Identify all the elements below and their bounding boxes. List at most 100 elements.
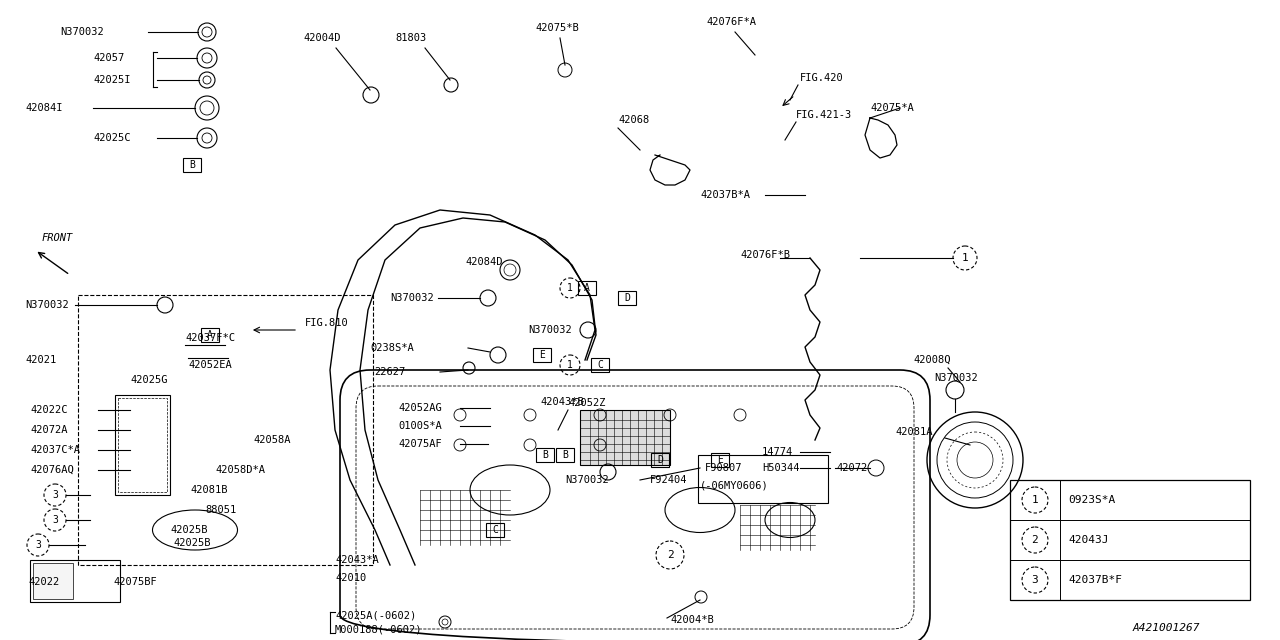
Bar <box>118 398 166 492</box>
Text: 42075BF: 42075BF <box>113 577 156 587</box>
Text: 42058D*A: 42058D*A <box>215 465 265 475</box>
Text: 42052Z: 42052Z <box>568 398 605 408</box>
Text: E: E <box>539 350 545 360</box>
Text: 81803: 81803 <box>396 33 426 43</box>
Bar <box>201 328 219 342</box>
Text: 42043J: 42043J <box>1068 535 1108 545</box>
Text: 42022C: 42022C <box>29 405 68 415</box>
Text: 42043*A: 42043*A <box>335 555 379 565</box>
Text: 42068: 42068 <box>618 115 649 125</box>
Text: 42022: 42022 <box>28 577 59 587</box>
Bar <box>652 453 669 467</box>
Text: FIG.420: FIG.420 <box>800 73 844 83</box>
Text: H50344: H50344 <box>762 463 800 473</box>
Text: B: B <box>562 450 568 460</box>
Text: N370032: N370032 <box>390 293 434 303</box>
Text: 1: 1 <box>961 253 969 263</box>
Text: 42004*B: 42004*B <box>669 615 714 625</box>
Bar <box>183 158 201 172</box>
Text: 42075*A: 42075*A <box>870 103 914 113</box>
Text: 42076F*A: 42076F*A <box>707 17 756 27</box>
Text: N370032: N370032 <box>934 373 978 383</box>
Text: 42025G: 42025G <box>131 375 168 385</box>
Text: 1: 1 <box>1032 495 1038 505</box>
Text: 1: 1 <box>567 360 573 370</box>
Bar <box>1010 480 1251 600</box>
Bar <box>580 410 669 465</box>
Text: C: C <box>492 525 498 535</box>
Text: 42004D: 42004D <box>303 33 340 43</box>
Text: FRONT: FRONT <box>42 233 73 243</box>
Text: 42025C: 42025C <box>93 133 131 143</box>
Text: 2: 2 <box>667 550 673 560</box>
Text: 42037B*A: 42037B*A <box>700 190 750 200</box>
Text: 1: 1 <box>567 283 573 293</box>
Text: N370032: N370032 <box>564 475 609 485</box>
Bar <box>591 358 609 372</box>
Bar <box>486 523 504 537</box>
Text: 42043*B: 42043*B <box>540 397 584 407</box>
Text: 42037B*F: 42037B*F <box>1068 575 1123 585</box>
Text: (-06MY0606): (-06MY0606) <box>700 480 769 490</box>
Text: 0923S*A: 0923S*A <box>1068 495 1115 505</box>
Text: 42072: 42072 <box>836 463 868 473</box>
Bar <box>536 448 554 462</box>
Text: 42084I: 42084I <box>26 103 63 113</box>
Text: 42008Q: 42008Q <box>913 355 951 365</box>
Text: 42081A: 42081A <box>895 427 933 437</box>
Text: 14774: 14774 <box>762 447 794 457</box>
Bar <box>29 560 120 602</box>
Text: FIG.810: FIG.810 <box>305 318 348 328</box>
Text: 42037F*C: 42037F*C <box>186 333 236 343</box>
Text: 42010: 42010 <box>335 573 366 583</box>
Bar <box>115 395 170 495</box>
Text: 3: 3 <box>1032 575 1038 585</box>
Text: B: B <box>541 450 548 460</box>
Text: D: D <box>625 293 630 303</box>
Text: F90807: F90807 <box>705 463 742 473</box>
Text: A421001267: A421001267 <box>1133 623 1201 633</box>
Text: N370032: N370032 <box>60 27 104 37</box>
Text: 42025B: 42025B <box>170 525 207 535</box>
Text: E: E <box>717 455 723 465</box>
Text: 0100S*A: 0100S*A <box>398 421 442 431</box>
Text: 42025B: 42025B <box>173 538 210 548</box>
Text: A: A <box>584 283 590 293</box>
Bar <box>698 455 828 503</box>
Text: N370032: N370032 <box>26 300 69 310</box>
Text: 3: 3 <box>52 515 58 525</box>
Text: 0238S*A: 0238S*A <box>370 343 413 353</box>
Text: 42076AQ: 42076AQ <box>29 465 74 475</box>
Text: 3: 3 <box>35 540 41 550</box>
Text: FIG.421-3: FIG.421-3 <box>796 110 852 120</box>
Text: 42076F*B: 42076F*B <box>740 250 790 260</box>
Text: 42052EA: 42052EA <box>188 360 232 370</box>
Text: 88051: 88051 <box>205 505 237 515</box>
Text: 42081B: 42081B <box>189 485 228 495</box>
Text: C: C <box>596 360 603 370</box>
Text: F92404: F92404 <box>650 475 687 485</box>
Text: B: B <box>189 160 195 170</box>
Text: 2: 2 <box>1032 535 1038 545</box>
Text: 42058A: 42058A <box>253 435 291 445</box>
Text: 42084D: 42084D <box>465 257 503 267</box>
Text: 42037C*A: 42037C*A <box>29 445 79 455</box>
Text: 42075AF: 42075AF <box>398 439 442 449</box>
Bar <box>618 291 636 305</box>
Bar <box>579 281 596 295</box>
Text: 42072A: 42072A <box>29 425 68 435</box>
Text: M000188(-0602): M000188(-0602) <box>335 625 422 635</box>
Text: 22627: 22627 <box>374 367 406 377</box>
Bar <box>78 295 372 565</box>
Bar <box>532 348 550 362</box>
Text: 42025I: 42025I <box>93 75 131 85</box>
Bar <box>33 563 73 599</box>
Text: 42025A(-0602): 42025A(-0602) <box>335 610 416 620</box>
Text: 42075*B: 42075*B <box>535 23 579 33</box>
Text: 42052AG: 42052AG <box>398 403 442 413</box>
Text: D: D <box>657 455 663 465</box>
Text: 42057: 42057 <box>93 53 124 63</box>
Bar <box>556 448 573 462</box>
Text: A: A <box>207 330 212 340</box>
Bar <box>710 453 730 467</box>
